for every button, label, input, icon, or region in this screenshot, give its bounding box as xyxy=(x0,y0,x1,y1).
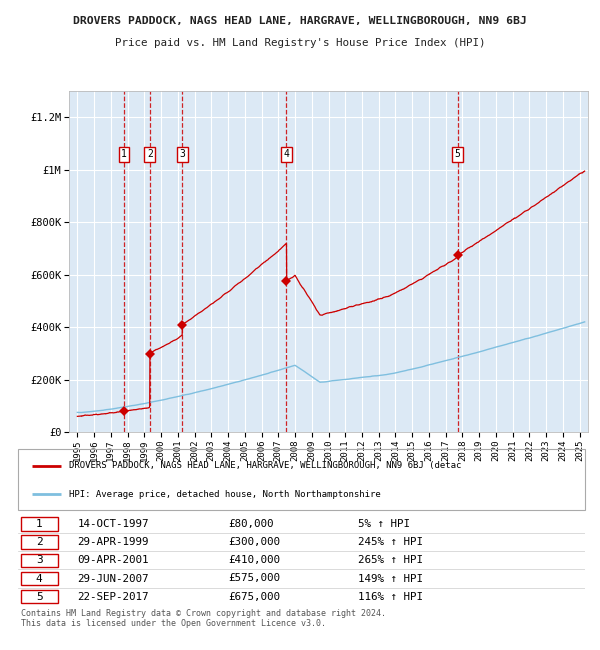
Text: 2: 2 xyxy=(147,149,153,159)
Text: 5: 5 xyxy=(455,149,461,159)
Text: 3: 3 xyxy=(36,555,43,566)
Text: 149% ↑ HPI: 149% ↑ HPI xyxy=(358,573,423,584)
Text: £80,000: £80,000 xyxy=(228,519,273,529)
Text: 4: 4 xyxy=(284,149,289,159)
Text: 265% ↑ HPI: 265% ↑ HPI xyxy=(358,555,423,566)
Text: 1: 1 xyxy=(36,519,43,529)
Text: Contains HM Land Registry data © Crown copyright and database right 2024.
This d: Contains HM Land Registry data © Crown c… xyxy=(21,609,386,629)
Text: 2: 2 xyxy=(36,537,43,547)
FancyBboxPatch shape xyxy=(21,517,58,530)
Text: £675,000: £675,000 xyxy=(228,592,280,602)
Text: 29-APR-1999: 29-APR-1999 xyxy=(77,537,149,547)
Text: 09-APR-2001: 09-APR-2001 xyxy=(77,555,149,566)
FancyBboxPatch shape xyxy=(21,554,58,567)
Text: 5: 5 xyxy=(36,592,43,602)
FancyBboxPatch shape xyxy=(21,536,58,549)
Text: £410,000: £410,000 xyxy=(228,555,280,566)
Text: HPI: Average price, detached house, North Northamptonshire: HPI: Average price, detached house, Nort… xyxy=(69,489,381,499)
Text: DROVERS PADDOCK, NAGS HEAD LANE, HARGRAVE, WELLINGBOROUGH, NN9 6BJ: DROVERS PADDOCK, NAGS HEAD LANE, HARGRAV… xyxy=(73,16,527,26)
Text: 5% ↑ HPI: 5% ↑ HPI xyxy=(358,519,410,529)
Text: 14-OCT-1997: 14-OCT-1997 xyxy=(77,519,149,529)
FancyBboxPatch shape xyxy=(21,572,58,585)
Text: £575,000: £575,000 xyxy=(228,573,280,584)
Text: 22-SEP-2017: 22-SEP-2017 xyxy=(77,592,149,602)
Text: 4: 4 xyxy=(36,573,43,584)
Text: 1: 1 xyxy=(121,149,127,159)
Text: 116% ↑ HPI: 116% ↑ HPI xyxy=(358,592,423,602)
Text: 245% ↑ HPI: 245% ↑ HPI xyxy=(358,537,423,547)
Text: 29-JUN-2007: 29-JUN-2007 xyxy=(77,573,149,584)
Text: Price paid vs. HM Land Registry's House Price Index (HPI): Price paid vs. HM Land Registry's House … xyxy=(115,38,485,47)
Text: £300,000: £300,000 xyxy=(228,537,280,547)
Text: 3: 3 xyxy=(179,149,185,159)
Text: DROVERS PADDOCK, NAGS HEAD LANE, HARGRAVE, WELLINGBOROUGH, NN9 6BJ (detac: DROVERS PADDOCK, NAGS HEAD LANE, HARGRAV… xyxy=(69,462,461,471)
FancyBboxPatch shape xyxy=(21,590,58,603)
